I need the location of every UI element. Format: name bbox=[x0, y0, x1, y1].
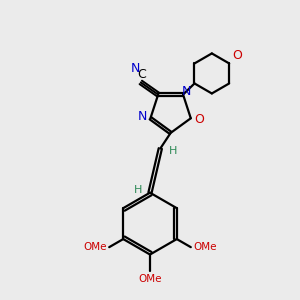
Text: N: N bbox=[182, 85, 191, 98]
Text: OMe: OMe bbox=[138, 274, 162, 284]
Text: OMe: OMe bbox=[83, 242, 107, 252]
Text: H: H bbox=[134, 185, 142, 195]
Text: H: H bbox=[169, 146, 177, 157]
Text: C: C bbox=[137, 68, 146, 81]
Text: O: O bbox=[194, 113, 204, 126]
Text: N: N bbox=[137, 110, 147, 123]
Text: O: O bbox=[233, 49, 243, 62]
Text: OMe: OMe bbox=[193, 242, 217, 252]
Text: N: N bbox=[131, 62, 140, 75]
